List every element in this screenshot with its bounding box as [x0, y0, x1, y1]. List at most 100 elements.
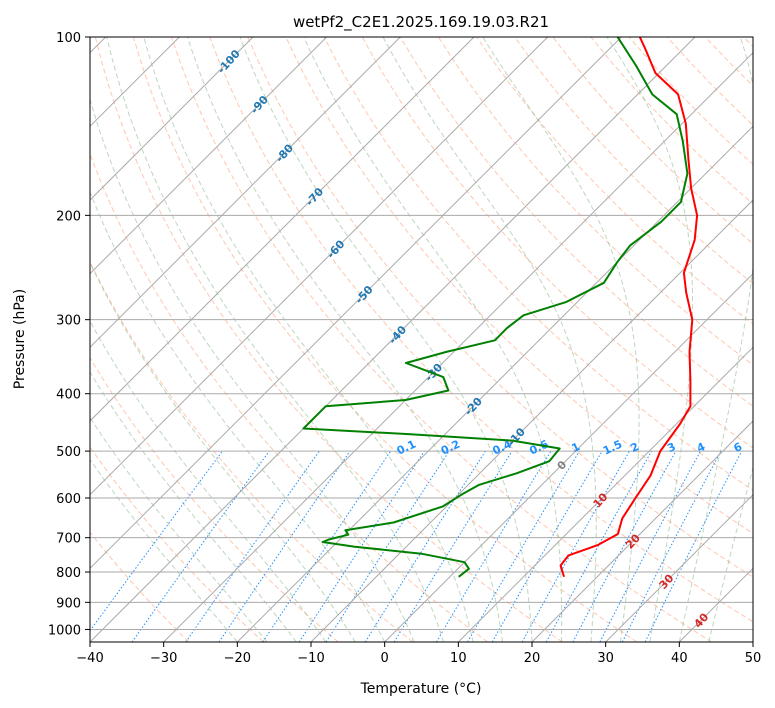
- mixing-ratio-line: [218, 450, 351, 642]
- dry-adiabat-line: [90, 531, 190, 642]
- x-tick-label: 30: [597, 651, 614, 666]
- dry-adiabat-line: [90, 446, 264, 642]
- mixing-ratio-label: 8: [761, 440, 773, 455]
- dewpoint-line: [302, 37, 689, 578]
- dry-adiabat-line: [666, 37, 753, 126]
- sounding-traces: [302, 37, 699, 578]
- dry-adiabat-line: [399, 37, 753, 407]
- mixing-ratio-line: [521, 450, 630, 642]
- y-axis: 100 200 300 400 500 600 700 800 900 1000: [48, 31, 90, 638]
- dry-adiabat-line: [90, 260, 414, 642]
- mixing-ratio-line: [364, 450, 486, 642]
- mixing-ratio-label: 1.5: [601, 438, 624, 458]
- dry-adiabat-line: [285, 37, 753, 535]
- moist-adiabat-line: [143, 37, 474, 642]
- isotherm-line: [90, 37, 328, 275]
- y-tick-label: 400: [56, 388, 81, 403]
- x-tick-label: −40: [76, 651, 103, 666]
- isotherm-line: [236, 125, 753, 642]
- isotherm-line: [90, 37, 254, 201]
- dry-adiabat-line: [171, 37, 712, 642]
- moist-adiabat-line: [303, 37, 563, 642]
- isotherm-line: [163, 51, 753, 642]
- background-lines: [90, 37, 753, 642]
- dry-adiabat-line: [437, 37, 753, 366]
- isotherm-line: [310, 199, 753, 642]
- isotherm-line: [90, 37, 622, 570]
- dry-adiabat-line: [743, 37, 753, 48]
- dry-adiabat-line: [704, 37, 753, 87]
- mixing-ratio-line: [131, 450, 270, 642]
- plot-frame: [89, 36, 754, 643]
- x-tick-label: 10: [450, 651, 467, 666]
- mixing-ratio-line: [572, 450, 677, 642]
- mixing-ratio-label: 6: [732, 440, 745, 455]
- mixing-ratio-line: [599, 450, 701, 642]
- mixing-ratio-line: [435, 450, 552, 642]
- dry-adiabat-line: [209, 37, 753, 623]
- mixing-ratio-label: 4: [695, 440, 708, 455]
- y-tick-label: 600: [56, 492, 81, 507]
- mixing-ratio-line: [467, 450, 580, 642]
- moist-adiabat-line: [187, 37, 503, 642]
- dry-adiabat-line: [361, 37, 753, 449]
- moist-adiabat-line: [678, 37, 753, 642]
- isotherm-line: [531, 420, 753, 642]
- x-tick-label: 0: [381, 651, 389, 666]
- mixing-ratio-line: [545, 450, 653, 642]
- x-tick-label: 20: [524, 651, 541, 666]
- dry-adiabat-line: [514, 37, 753, 285]
- dry-adiabat-line: [132, 37, 638, 642]
- isotherm-line: [457, 346, 753, 642]
- mixing-ratio-line: [262, 450, 392, 642]
- isotherm-line: [90, 37, 475, 422]
- dry-adiabat-line: [590, 37, 753, 205]
- isotherm-line: [90, 37, 549, 496]
- plot-area: -100-90-80-70-60-50-40-30-20-10010203040…: [90, 37, 773, 642]
- mixing-ratio-line: [393, 450, 513, 642]
- dry-adiabat-line: [90, 356, 339, 642]
- y-tick-label: 900: [56, 596, 81, 611]
- y-tick-label: 1000: [48, 623, 81, 638]
- moist-adiabat-line: [90, 416, 268, 642]
- y-tick-label: 500: [56, 445, 81, 460]
- x-tick-label: −30: [150, 651, 177, 666]
- y-tick-label: 800: [56, 566, 81, 581]
- mixing-ratio-line: [621, 450, 722, 642]
- y-tick-label: 100: [56, 31, 81, 46]
- dry-adiabat-line: [247, 37, 753, 578]
- mixing-ratio-line: [90, 450, 223, 632]
- y-tick-label: 200: [56, 209, 81, 224]
- mixing-ratio-label: 0.1: [395, 438, 418, 458]
- isotherm-line: [90, 37, 401, 349]
- isotherm-line: [90, 37, 696, 642]
- mixing-ratio-line: [325, 450, 450, 642]
- moist-adiabat-line: [606, 37, 694, 642]
- moist-adiabat-line: [482, 37, 640, 642]
- isotherm-line: [605, 493, 753, 642]
- y-axis-label: Pressure (hPa): [12, 289, 28, 389]
- moist-adiabat-line: [382, 37, 597, 642]
- dry-adiabat-line: [323, 37, 753, 491]
- moist-adiabat-line: [90, 458, 238, 642]
- dry-adiabat-line: [94, 37, 563, 642]
- temperature-line: [559, 37, 699, 578]
- y-tick-label: 300: [56, 314, 81, 329]
- dry-adiabat-line: [90, 152, 488, 642]
- moist-adiabat-line: [708, 465, 753, 642]
- mixing-ratio-line: [298, 450, 425, 642]
- moist-adiabat-line: [106, 37, 445, 642]
- mixing-ratio-label: 0.6: [527, 437, 550, 457]
- x-tick-label: −20: [224, 651, 251, 666]
- mixing-ratio-line: [185, 450, 320, 642]
- isotherm-line: [384, 272, 753, 642]
- x-tick-label: −10: [297, 651, 324, 666]
- x-tick-label: 50: [745, 651, 762, 666]
- isotherm-line: [752, 641, 753, 642]
- x-axis-label: Temperature (°C): [360, 681, 482, 697]
- y-tick-label: 700: [56, 532, 81, 547]
- mixing-ratio-label: 1: [570, 440, 582, 455]
- x-tick-label: 40: [671, 651, 688, 666]
- moist-adiabat-line: [90, 190, 386, 642]
